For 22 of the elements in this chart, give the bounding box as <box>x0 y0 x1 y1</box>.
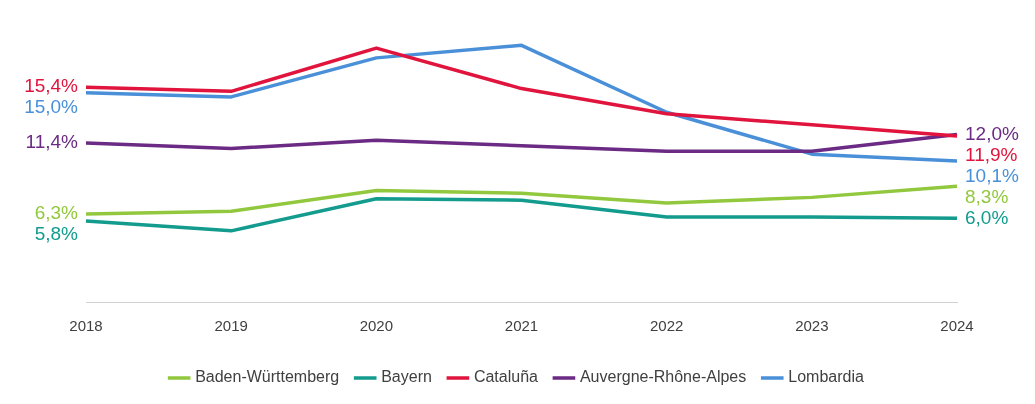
x-tick-label: 2019 <box>214 317 248 335</box>
data-label: 10,1% <box>965 164 1019 186</box>
x-tick-label: 2021 <box>504 317 539 335</box>
x-tick-label: 2024 <box>940 317 974 335</box>
data-label: 8,3% <box>965 185 1009 207</box>
x-tick-label: 2020 <box>359 317 394 335</box>
data-label: 12,0% <box>965 122 1019 144</box>
data-label: 11,9% <box>965 143 1018 165</box>
data-label: 6,3% <box>34 202 79 224</box>
legend-label: Baden-Württemberg <box>195 368 340 386</box>
data-label: 15,4% <box>24 75 79 97</box>
data-label: 5,8% <box>34 223 79 245</box>
legend-label: Lombardia <box>788 368 864 386</box>
data-label: 15,0% <box>24 96 79 118</box>
x-tick-label: 2018 <box>69 317 103 335</box>
x-tick-label: 2023 <box>795 317 829 335</box>
legend-label: Auvergne-Rhône-Alpes <box>579 368 747 386</box>
x-tick-label: 2022 <box>649 317 684 335</box>
data-label: 6,0% <box>965 206 1009 228</box>
legend-label: Bayern <box>381 368 432 386</box>
data-label: 11,4% <box>25 131 79 153</box>
legend-label: Cataluña <box>473 368 539 386</box>
